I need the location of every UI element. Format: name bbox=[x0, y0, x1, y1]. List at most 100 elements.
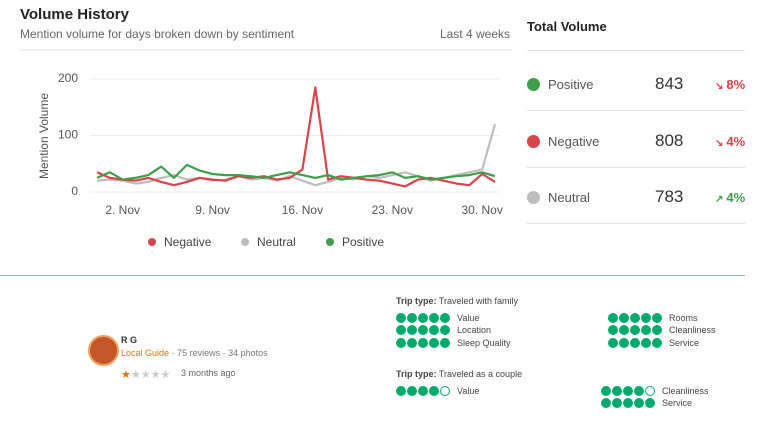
bubble bbox=[396, 312, 406, 323]
bubble bbox=[634, 398, 644, 409]
bubble bbox=[440, 325, 450, 336]
bubble bbox=[608, 337, 618, 348]
bubble-rating bbox=[601, 398, 656, 409]
rating-name: Rooms bbox=[669, 312, 698, 323]
bubble bbox=[652, 337, 662, 348]
change-value: 4% bbox=[726, 134, 746, 149]
bubble-rating bbox=[396, 312, 451, 323]
bubble bbox=[652, 325, 662, 336]
color-dot bbox=[527, 78, 540, 91]
trip-label: Trip type: bbox=[396, 369, 437, 379]
bubble bbox=[396, 385, 406, 396]
bubble bbox=[641, 325, 651, 336]
row-value: 783 bbox=[655, 187, 684, 206]
bubble bbox=[630, 312, 640, 323]
bubble bbox=[601, 385, 611, 396]
bubble-rating bbox=[396, 337, 451, 348]
row-separator bbox=[527, 167, 745, 168]
volume-row: Neutral 783 ↗ 4% bbox=[527, 187, 749, 208]
bubble bbox=[645, 398, 655, 409]
bubble bbox=[634, 385, 644, 396]
bubble bbox=[440, 385, 450, 396]
y-axis-label: Mention Volume bbox=[37, 93, 51, 179]
bubble bbox=[418, 385, 428, 396]
color-dot bbox=[527, 191, 540, 204]
bubble bbox=[429, 312, 439, 323]
bubble bbox=[429, 385, 439, 396]
bubble bbox=[407, 337, 417, 348]
avatar bbox=[88, 335, 119, 366]
x-tick-label: 9. Nov bbox=[195, 203, 230, 217]
trip-value: Traveled as a couple bbox=[438, 369, 523, 379]
rating-row: Location bbox=[396, 325, 491, 336]
star: ★ bbox=[140, 369, 151, 381]
bubble-rating bbox=[601, 385, 656, 396]
bubble bbox=[396, 325, 406, 336]
row-name: Negative bbox=[548, 134, 600, 149]
change-value: 4% bbox=[726, 190, 746, 205]
bubble bbox=[429, 325, 439, 336]
stats: · 75 reviews · 34 photos bbox=[171, 348, 268, 358]
bubble bbox=[418, 325, 428, 336]
bubble-rating bbox=[396, 325, 451, 336]
bubble bbox=[608, 325, 618, 336]
legend-label: Neutral bbox=[257, 235, 296, 249]
trip-value: Traveled with family bbox=[438, 296, 519, 306]
rating-name: Service bbox=[662, 398, 693, 409]
badge: Local Guide bbox=[121, 348, 170, 358]
bubble bbox=[407, 325, 417, 336]
review-time: 3 months ago bbox=[181, 368, 236, 378]
row-change: ↘ 8% bbox=[715, 77, 745, 92]
bubble bbox=[652, 312, 662, 323]
legend-swatch bbox=[326, 238, 334, 246]
legend-label: Positive bbox=[342, 235, 384, 249]
subtitle: Mention volume for days broken down by s… bbox=[20, 27, 295, 41]
x-tick-label: 23. Nov bbox=[372, 203, 413, 217]
star: ★ bbox=[150, 369, 161, 381]
bubble bbox=[440, 337, 450, 348]
rating-row: Cleanliness bbox=[601, 385, 709, 396]
bubble bbox=[630, 337, 640, 348]
bubble bbox=[396, 337, 406, 348]
bubble bbox=[601, 398, 611, 409]
rating-name: Value bbox=[457, 312, 480, 323]
x-tick-label: 2. Nov bbox=[105, 203, 140, 217]
bubble bbox=[440, 312, 450, 323]
bubble bbox=[623, 385, 633, 396]
y-tick-label: 100 bbox=[58, 128, 78, 142]
color-dot bbox=[527, 135, 540, 148]
row-value: 808 bbox=[655, 131, 684, 150]
rating-name: Cleanliness bbox=[669, 325, 716, 336]
bubble-rating bbox=[396, 385, 451, 396]
rating-name: Cleanliness bbox=[662, 385, 709, 396]
period: Last 4 weeks bbox=[440, 27, 510, 41]
bubble bbox=[623, 398, 633, 409]
series-line bbox=[96, 163, 496, 181]
rating-row: Cleanliness bbox=[608, 325, 716, 336]
title: Volume History bbox=[20, 6, 130, 23]
rating-row: Rooms bbox=[608, 312, 698, 323]
rating-name: Service bbox=[669, 337, 700, 348]
chart: Volume History Mention volume for days b… bbox=[20, 6, 512, 249]
row-value: 843 bbox=[655, 74, 684, 93]
rating-name: Location bbox=[457, 325, 492, 336]
trend-arrow: ↘ bbox=[715, 81, 724, 92]
y-tick-label: 0 bbox=[71, 184, 78, 198]
bubble bbox=[641, 312, 651, 323]
y-tick-label: 200 bbox=[58, 71, 78, 85]
row-change: ↘ 4% bbox=[715, 134, 745, 149]
reviewer-name: R G bbox=[121, 335, 138, 345]
trip-label: Trip type: bbox=[396, 296, 437, 306]
legend-swatch bbox=[241, 238, 249, 246]
trip-type: Trip type: Traveled as a couple bbox=[396, 369, 522, 379]
bubble bbox=[407, 385, 417, 396]
bubble bbox=[429, 337, 439, 348]
series-line bbox=[96, 123, 497, 187]
bubble-rating bbox=[608, 325, 663, 336]
row-change: ↗ 4% bbox=[715, 190, 745, 205]
bubble bbox=[407, 312, 417, 323]
bubble bbox=[630, 325, 640, 336]
rating-row: Value bbox=[396, 385, 479, 396]
star: ★ bbox=[121, 369, 131, 381]
